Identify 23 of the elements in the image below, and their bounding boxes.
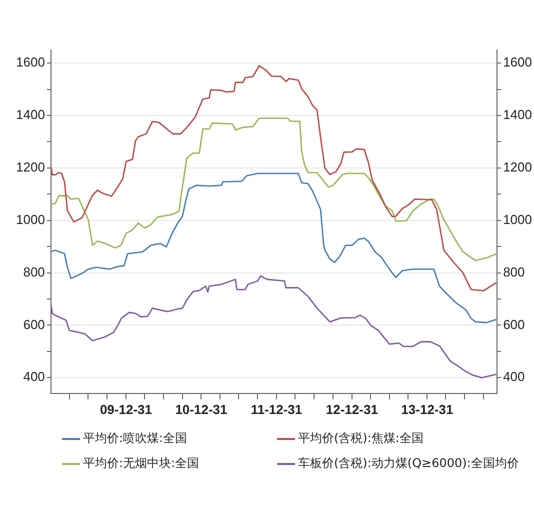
x-tick-label: 11-12-31 [250, 402, 302, 417]
y2-tick-label: 800 [503, 264, 525, 280]
x-tick-label: 12-12-31 [326, 402, 378, 417]
x-tick-label: 09-12-31 [100, 402, 152, 417]
y-tick-label: 1400 [16, 107, 45, 122]
y-tick-label: 400 [23, 369, 45, 384]
y-tick-label: 800 [23, 264, 45, 280]
legend-label: 车板价(含税):动力煤(Q≥6000):全国均价 [298, 455, 519, 472]
legend-label: 平均价:无烟中块:全国 [83, 455, 200, 472]
y2-tick-label: 1600 [503, 54, 532, 70]
x-tick-label: 10-12-31 [175, 402, 228, 417]
y2-tick-label: 1200 [503, 160, 532, 175]
y-tick-label: 1000 [16, 212, 45, 227]
y2-tick-label: 600 [503, 316, 525, 332]
legend-label: 平均价(含税):焦煤:全国 [298, 430, 424, 447]
y2-tick-label: 1000 [503, 212, 532, 227]
y2-tick-label: 400 [503, 369, 525, 384]
x-tick-label: 13-12-31 [401, 402, 454, 417]
y-tick-label: 600 [23, 316, 45, 332]
legend-label: 平均价:喷吹煤:全国 [83, 430, 188, 447]
y2-tick-label: 1400 [503, 107, 532, 122]
y-tick-label: 1600 [16, 54, 45, 70]
y-tick-label: 1200 [16, 160, 45, 175]
